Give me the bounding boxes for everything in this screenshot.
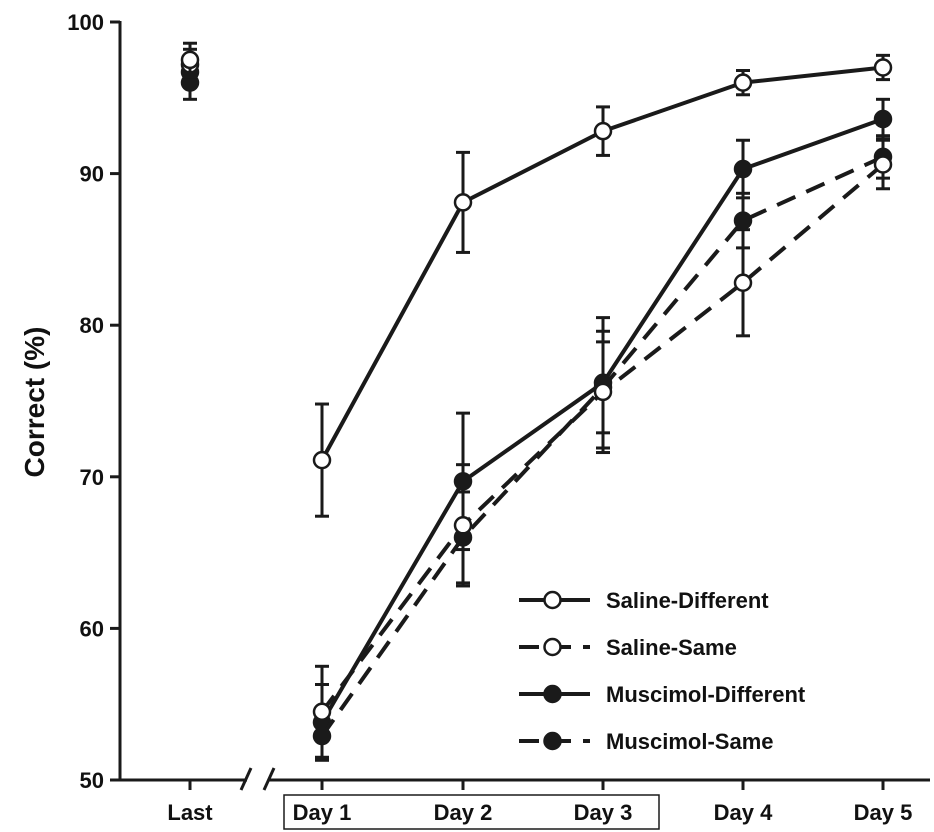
- data-point: [593, 382, 613, 402]
- category-group-box: [283, 794, 660, 830]
- legend-label: Muscimol-Different: [606, 682, 806, 707]
- y-tick-label: 70: [80, 465, 104, 490]
- x-tick-label-day-2: Day 2: [434, 800, 493, 825]
- series-muscimol-same: [180, 64, 893, 761]
- x-tick-label-day-3: Day 3: [574, 800, 633, 825]
- y-axis-title: Correct (%): [19, 327, 50, 478]
- legend-label: Saline-Different: [606, 588, 769, 613]
- y-tick-label: 50: [80, 768, 104, 793]
- x-tick-label-day-5: Day 5: [854, 800, 913, 825]
- data-point: [733, 211, 753, 230]
- data-point: [593, 121, 613, 141]
- y-tick-label: 80: [80, 313, 104, 338]
- series-saline-different: [180, 41, 893, 518]
- legend-entry-muscimol-same: Muscimol-Same: [519, 729, 774, 754]
- data-point: [312, 702, 332, 722]
- y-tick-label: 100: [67, 10, 104, 35]
- y-tick-label: 90: [80, 162, 104, 187]
- x-tick-label-day-4: Day 4: [714, 800, 773, 825]
- axes: 50 60 70 80 90 100 Last Day 1 Day 2 Day 3 Day 4 Day…: [67, 10, 930, 830]
- data-point: [733, 159, 753, 179]
- data-point: [453, 193, 473, 212]
- axis-break-mark: [239, 767, 253, 791]
- legend-entry-muscimol-different: Muscimol-Different: [519, 682, 806, 707]
- legend-label: Saline-Same: [606, 635, 737, 660]
- legend-marker: [543, 637, 562, 657]
- legend-entry-saline-same: Saline-Same: [519, 635, 737, 660]
- legend: Saline-Different Saline-Same Muscimol-Diff…: [519, 588, 806, 754]
- legend-marker: [543, 684, 562, 704]
- x-tick-label-last: Last: [167, 800, 213, 825]
- axis-break-mark: [262, 767, 276, 791]
- data-point: [733, 73, 753, 92]
- x-tick-label-day-1: Day 1: [293, 800, 352, 825]
- data-point: [453, 516, 473, 535]
- legend-marker: [543, 731, 562, 751]
- data-point: [312, 450, 332, 470]
- series-layer: [180, 41, 893, 762]
- legend-entry-saline-different: Saline-Different: [519, 588, 769, 613]
- data-point: [180, 50, 200, 70]
- data-point: [873, 155, 893, 174]
- data-point: [733, 273, 753, 293]
- y-tick-label: 60: [80, 616, 104, 641]
- data-point: [873, 58, 893, 77]
- legend-marker: [543, 590, 562, 610]
- legend-label: Muscimol-Same: [606, 729, 774, 754]
- series-muscimol-different: [180, 55, 893, 762]
- data-point: [873, 109, 893, 129]
